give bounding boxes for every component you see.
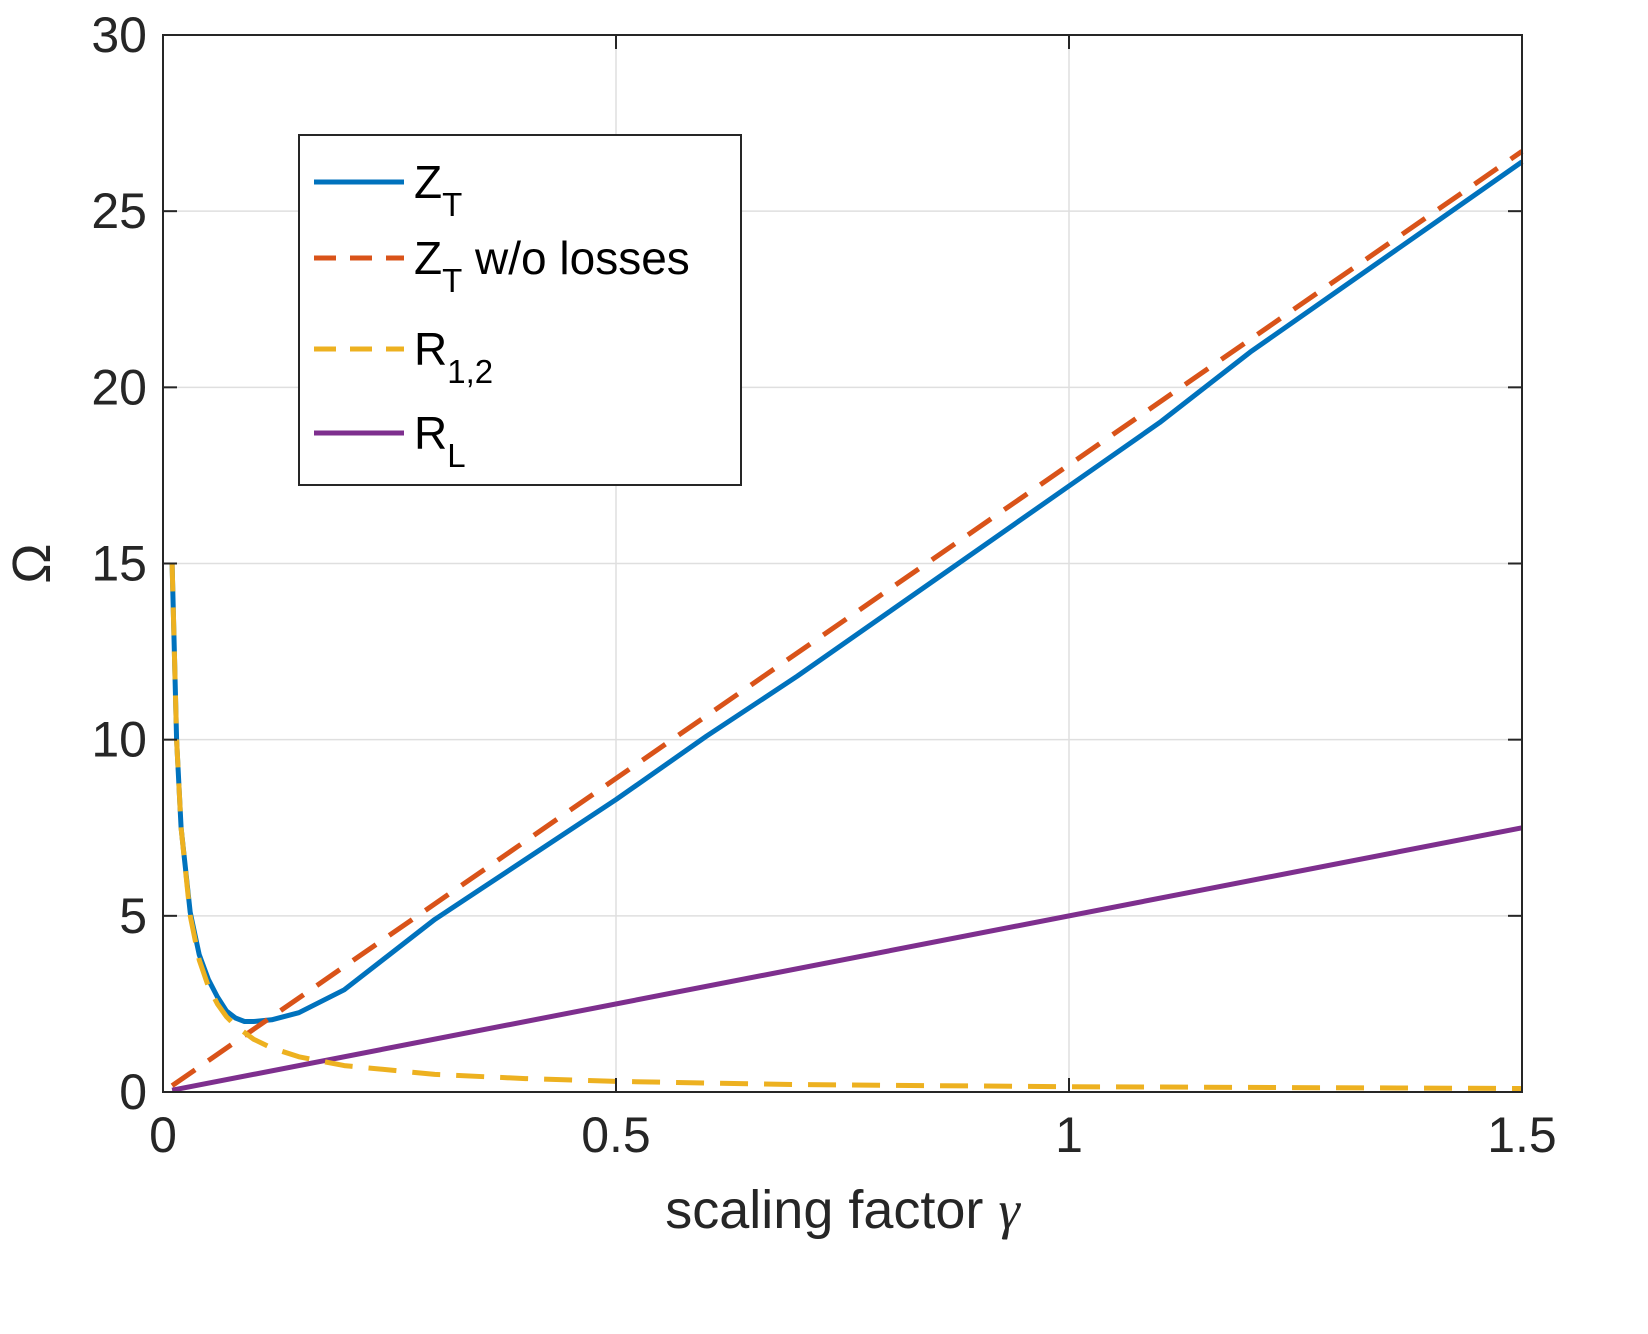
- legend-label: R1,2: [414, 323, 493, 390]
- x-tick-label: 0.5: [581, 1107, 651, 1163]
- x-tick-label: 1.5: [1487, 1107, 1557, 1163]
- y-tick-label: 10: [91, 712, 147, 768]
- series-line-r-l: [171, 825, 1523, 1093]
- y-tick-label: 15: [91, 536, 147, 592]
- legend-box: [298, 134, 742, 486]
- y-tick-label: 5: [119, 888, 147, 944]
- y-tick-label: 20: [91, 359, 147, 415]
- y-axis-label: Ω: [2, 543, 62, 583]
- legend-label: ZT: [414, 156, 462, 223]
- x-tick-label: 0: [149, 1107, 177, 1163]
- legend: ZT ZT w/o losses R1,2 RL: [298, 134, 742, 486]
- y-tick-label: 30: [91, 7, 147, 63]
- x-tick-label: 1: [1055, 1107, 1083, 1163]
- legend-label: RL: [414, 407, 466, 474]
- x-axis-label: scaling factor γ: [665, 1180, 1021, 1240]
- y-tick-label: 25: [91, 183, 147, 239]
- axis-ticks: 0 0.5 1 1.5 0 5 10 15 20 25 30: [91, 7, 1556, 1163]
- y-tick-label: 0: [119, 1064, 147, 1120]
- series-line-z-t-w-o-losses: [170, 149, 1524, 1088]
- legend-label: ZT w/o losses: [414, 232, 690, 299]
